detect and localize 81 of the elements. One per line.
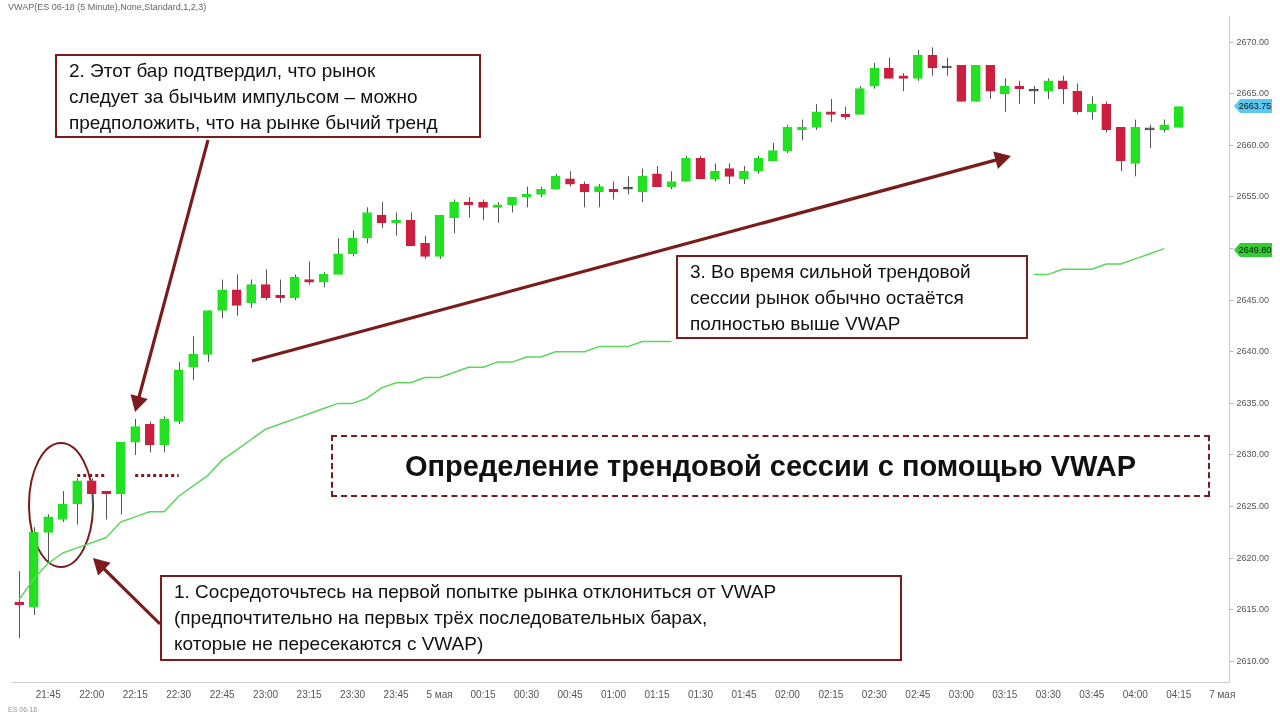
candlestick	[217, 279, 227, 319]
x-tick-label: 03:30	[1035, 688, 1062, 700]
y-tick-label: 2620.00	[1236, 552, 1270, 563]
candlestick	[289, 273, 300, 301]
candlestick	[695, 155, 706, 180]
text: 2663.75	[1234, 99, 1272, 113]
candlestick	[333, 237, 343, 275]
y-tick-label: 2670.00	[1236, 36, 1270, 47]
candlestick	[768, 142, 778, 162]
candlestick	[666, 170, 677, 190]
x-tick-label: 02:00	[774, 688, 801, 700]
x-tick-label: 02:15	[818, 688, 844, 700]
candlestick	[1072, 82, 1083, 115]
candlestick	[739, 165, 749, 185]
x-tick-label: 02:45	[905, 688, 931, 700]
y-tick-label: 2645.00	[1236, 294, 1270, 305]
x-tick-label: 22:15	[122, 688, 149, 700]
candlestick	[449, 199, 459, 234]
candlestick	[623, 175, 633, 195]
candlestick	[188, 335, 198, 381]
x-tick-label: 23:30	[340, 688, 366, 700]
candlestick	[724, 162, 735, 185]
candlestick	[492, 201, 503, 224]
candlestick	[594, 183, 604, 208]
y-tick-label: 2655.00	[1236, 191, 1270, 202]
candlestick	[1057, 75, 1068, 105]
text: VWAP(ES 06-18 (5 Minute),None,Standard,1,2,3)	[8, 2, 207, 12]
x-tick-label: 7 мая	[1209, 688, 1236, 700]
candlestick	[260, 268, 271, 301]
candlestick	[347, 230, 358, 257]
x-tick-label: 01:00	[600, 688, 627, 700]
candlestick	[710, 162, 720, 183]
candlestick	[43, 513, 54, 564]
x-tick-label: 00:15	[470, 688, 496, 700]
candlestick	[144, 420, 155, 453]
candlestick	[898, 72, 909, 92]
candlestick	[1043, 77, 1054, 100]
x-tick-label: 03:00	[948, 688, 975, 700]
y-tick-label: 2630.00	[1236, 449, 1270, 460]
candlestick	[999, 77, 1010, 113]
x-tick-label: 22:30	[166, 688, 192, 700]
candlestick	[681, 155, 691, 183]
x-tick-label: 01:30	[687, 688, 714, 700]
x-tick-label: 23:15	[296, 688, 323, 700]
x-tick-label: 04:15	[1166, 688, 1192, 700]
candlestick	[72, 477, 83, 526]
candlestick	[1028, 85, 1039, 105]
y-tick-label: 2665.00	[1236, 88, 1270, 99]
x-tick-label: 01:45	[731, 688, 757, 700]
x-tick-label: 5 мая	[426, 688, 453, 700]
x-tick-label: 02:30	[861, 688, 888, 700]
candlestick	[1086, 95, 1097, 121]
candlestick	[246, 279, 256, 309]
x-tick-label: 21:45	[35, 688, 62, 700]
y-tick-label: 2625.00	[1236, 501, 1270, 512]
x-tick-label: 23:45	[383, 688, 410, 700]
candlestick	[478, 199, 488, 221]
candlestick	[420, 235, 430, 260]
text: 2649.80	[1234, 243, 1272, 257]
y-tick-label: 2610.00	[1236, 655, 1270, 666]
candlestick	[811, 103, 822, 131]
x-tick-label: 22:00	[79, 688, 105, 700]
x-tick-label: 23:00	[253, 688, 279, 700]
y-tick-label: 2635.00	[1236, 397, 1270, 408]
x-tick-label: 22:45	[209, 688, 236, 700]
x-tick-label: 03:15	[992, 688, 1018, 700]
candlestick	[57, 490, 68, 523]
y-tick-label: 2640.00	[1236, 346, 1270, 357]
candlestick	[782, 124, 793, 154]
y-tick-label: 2660.00	[1236, 139, 1270, 150]
candlestick	[913, 49, 923, 82]
x-tick-label: 01:15	[644, 688, 670, 700]
x-tick-label: 00:30	[514, 688, 540, 700]
candlestick	[231, 273, 242, 317]
candlestick	[637, 168, 648, 203]
candlestick	[130, 418, 141, 456]
candlestick	[652, 165, 662, 188]
x-tick-label: 03:45	[1079, 688, 1105, 700]
x-tick-label: 04:00	[1122, 688, 1149, 700]
y-tick-label: 2615.00	[1236, 604, 1270, 615]
x-tick-label: 00:45	[557, 688, 583, 700]
